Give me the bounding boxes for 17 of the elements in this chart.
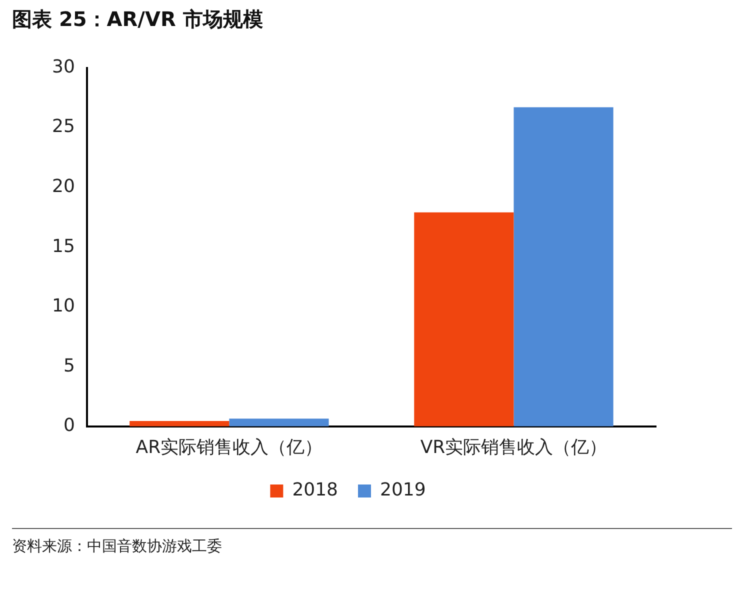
y-tick-label: 25 — [52, 116, 75, 138]
bar — [414, 212, 514, 426]
legend-label: 2018 — [292, 480, 338, 501]
bar — [514, 107, 614, 426]
chart-title: 图表 25：AR/VR 市场规模 — [12, 6, 263, 33]
legend-label: 2019 — [380, 480, 426, 501]
y-tick-label: 5 — [63, 355, 75, 376]
x-tick-label: VR实际销售收入（亿） — [420, 436, 608, 458]
y-tick-label: 15 — [52, 236, 75, 257]
text: 资料来源：中国音数协游戏工委 — [12, 537, 223, 556]
y-tick-label: 0 — [63, 415, 75, 436]
y-tick-label: 10 — [52, 296, 75, 317]
bar — [130, 421, 230, 426]
y-tick-label: 30 — [52, 56, 75, 78]
x-tick-label: AR实际销售收入（亿） — [136, 436, 323, 458]
y-tick-label: 20 — [52, 176, 75, 198]
bar — [229, 418, 329, 426]
